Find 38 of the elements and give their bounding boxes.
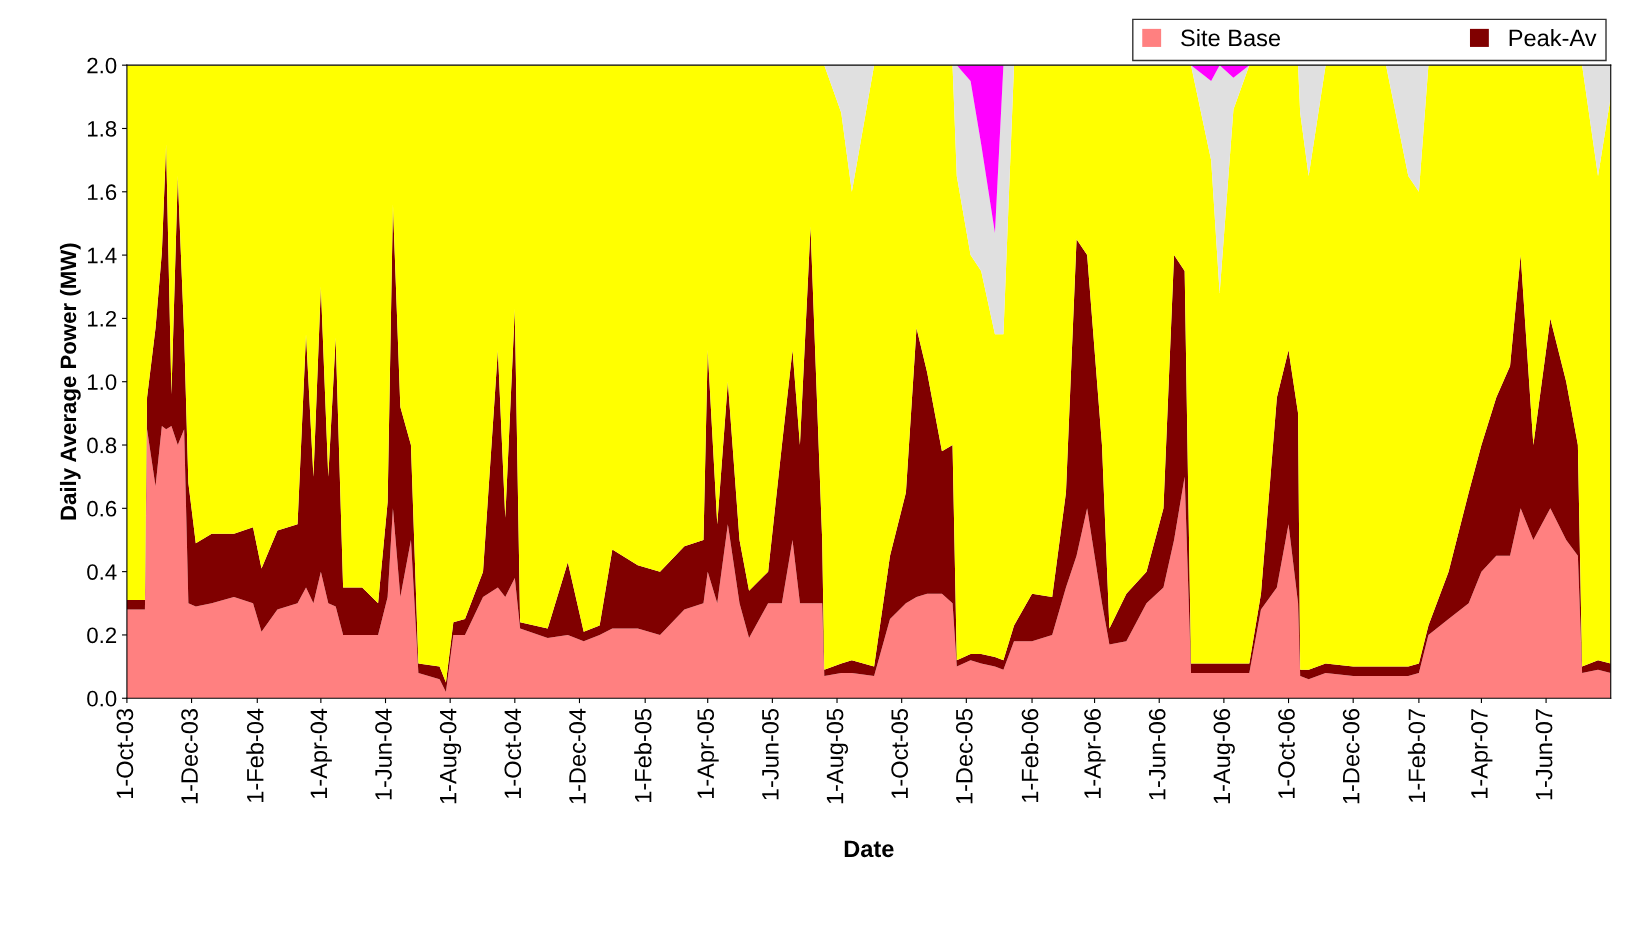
x-tick-label: 1-Feb-07 [1407, 709, 1426, 802]
y-tick-label: 0.6 [87, 500, 117, 517]
x-tick-label: 1-Oct-03 [116, 709, 134, 799]
x-tick-label: 1-Aug-05 [826, 708, 849, 804]
x-tick-label: 1-Apr-04 [310, 708, 332, 799]
x-tick-label: 1-Aug-06 [1213, 709, 1235, 804]
x-tick-label: 1-Aug-04 [439, 708, 462, 804]
y-tick-label: 0.4 [87, 564, 117, 580]
legend-label: Peak-Av [1509, 28, 1597, 47]
x-tick-label: 1-Dec-05 [955, 708, 973, 804]
y-tick-label: 2.0 [87, 57, 117, 74]
x-tick-label: 1-Apr-06 [1084, 709, 1106, 799]
y-tick-label: 0.0 [87, 690, 117, 707]
x-tick-label: 1-Feb-04 [246, 708, 264, 802]
y-tick-label: 1.0 [87, 374, 117, 390]
x-tick-label: 1-Jun-06 [1148, 709, 1166, 800]
x-axis-title: Date [844, 840, 894, 858]
legend-label: Site Base [1181, 28, 1281, 47]
x-tick-label: 1-Dec-03 [181, 709, 198, 804]
y-tick-label: 1.2 [87, 310, 117, 327]
y-tick-label: 1.8 [87, 121, 117, 137]
x-tick-label: 1-Jun-07 [1535, 709, 1553, 800]
x-tick-label: 1-Feb-05 [634, 708, 652, 802]
y-axis-title: Daily Average Power (MW) [59, 243, 81, 520]
y-tick-label: 1.4 [87, 247, 117, 264]
x-tick-label: 1-Oct-04 [504, 708, 522, 799]
x-tick-label: 1-Apr-07 [1471, 709, 1493, 799]
x-tick-label: 1-Dec-06 [1342, 709, 1360, 804]
y-tick-label: 0.8 [87, 437, 117, 454]
x-tick-label: 1-Jun-04 [375, 708, 392, 800]
x-tick-label: 1-Oct-06 [1278, 709, 1295, 799]
x-tick-label: 1-Apr-05 [697, 708, 719, 799]
x-tick-label: 1-Oct-05 [891, 708, 909, 799]
y-tick-label: 1.6 [87, 184, 117, 201]
x-tick-label: 1-Dec-04 [569, 708, 586, 804]
x-tick-label: 1-Feb-06 [1021, 709, 1039, 802]
y-tick-label: 0.2 [87, 627, 117, 644]
x-tick-label: 1-Jun-05 [761, 708, 779, 800]
